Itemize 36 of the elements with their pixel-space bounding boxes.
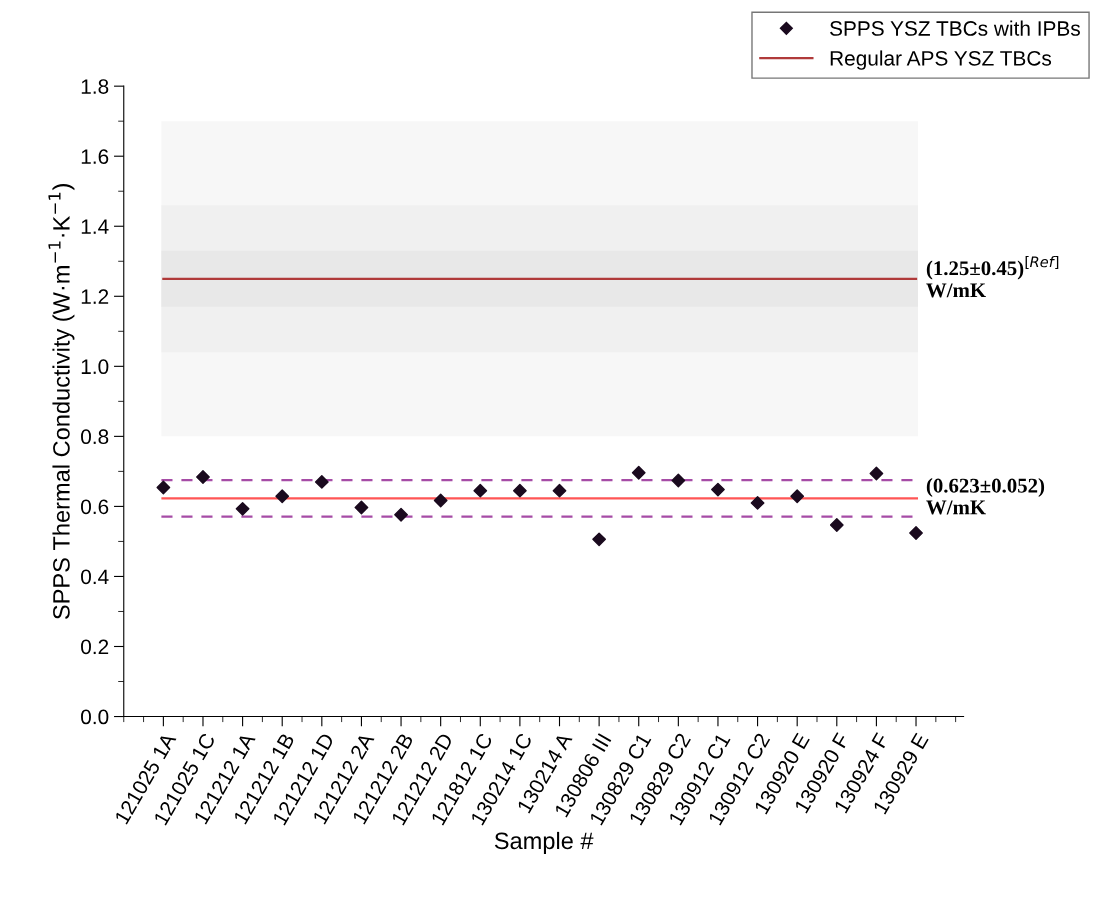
point bbox=[671, 473, 686, 488]
point bbox=[394, 507, 408, 522]
point bbox=[156, 480, 171, 495]
y-tick-label: 0.8 bbox=[81, 429, 109, 445]
point bbox=[354, 500, 369, 515]
point bbox=[552, 483, 567, 498]
point bbox=[829, 518, 844, 532]
legend-label: Regular APS YSZ TBCs bbox=[830, 50, 1052, 70]
y-tick-label: 1.4 bbox=[81, 219, 109, 234]
y-tick-label: 1.8 bbox=[81, 79, 109, 94]
point bbox=[790, 489, 805, 504]
y-tick-label: 0.6 bbox=[81, 499, 109, 515]
point bbox=[235, 501, 250, 516]
ref-line-label: (0.623±0.052) W/mK bbox=[926, 478, 1045, 515]
point bbox=[592, 532, 607, 547]
y-tick-label: 0.2 bbox=[81, 639, 109, 655]
point bbox=[711, 482, 725, 497]
y-axis-title: SPPS Thermal Conductivity (W·m$^{−1}$·K$^{−1}$) bbox=[48, 184, 75, 620]
point bbox=[196, 470, 210, 484]
point bbox=[631, 465, 646, 480]
point bbox=[909, 526, 923, 540]
text: (1.25±0.45)$^{[Ref]}$ W/mK bbox=[926, 256, 1059, 298]
y-tick-label: 1.0 bbox=[81, 359, 109, 375]
x-axis-title: Sample # bbox=[494, 831, 594, 854]
point bbox=[750, 496, 765, 510]
legend-label: SPPS YSZ TBCs with IPBs bbox=[830, 20, 1080, 36]
point bbox=[314, 474, 329, 489]
point bbox=[433, 493, 448, 508]
point bbox=[275, 489, 290, 504]
point bbox=[473, 483, 488, 498]
y-tick-label: 1.6 bbox=[81, 149, 109, 164]
point bbox=[512, 483, 527, 498]
y-tick-label: 0.0 bbox=[81, 709, 109, 725]
y-tick-label: 0.4 bbox=[81, 569, 109, 585]
y-tick-label: 1.2 bbox=[81, 289, 109, 304]
point bbox=[869, 466, 884, 481]
